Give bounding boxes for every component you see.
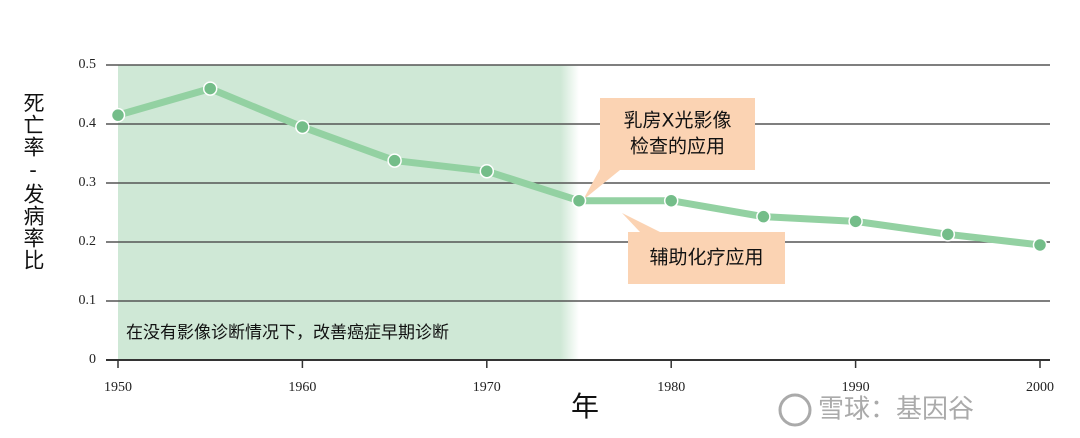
y-tick-label: 0.1 — [79, 293, 97, 308]
y-tick-label: 0.2 — [79, 234, 97, 249]
callout-box — [628, 232, 785, 284]
x-tick-label: 1990 — [842, 380, 870, 395]
callout-text: 辅助化疗应用 — [649, 247, 763, 269]
data-point — [479, 163, 495, 179]
data-point — [387, 153, 402, 168]
x-tick-label: 1950 — [104, 380, 132, 395]
x-tick-label: 2000 — [1026, 380, 1054, 395]
y-tick-label: 0 — [89, 352, 96, 367]
y-axis-title: 死亡率-发病率比 — [21, 92, 45, 271]
data-point — [848, 214, 863, 229]
data-point — [663, 193, 679, 208]
data-point — [940, 227, 956, 242]
region-label: 在没有影像诊断情况下，改善癌症早期诊断 — [126, 323, 449, 343]
x-tick-label: 1980 — [657, 380, 685, 395]
data-point — [295, 119, 310, 135]
shaded-region — [118, 65, 579, 360]
data-point — [756, 209, 771, 224]
y-tick-label: 0.3 — [79, 175, 97, 190]
data-point — [1032, 237, 1048, 253]
data-point — [202, 81, 218, 96]
data-point — [110, 107, 126, 123]
callout-box — [600, 98, 755, 170]
callout-pointer — [622, 213, 660, 232]
watermark: 雪球：基因谷 — [778, 393, 974, 427]
watermark-text: 雪球：基因谷 — [818, 395, 974, 425]
y-tick-label: 0.5 — [79, 57, 97, 72]
callout-text: 乳房X光影像 — [623, 110, 731, 132]
x-axis-title: 年 — [571, 390, 599, 423]
x-tick-label: 1960 — [288, 380, 316, 395]
data-point — [571, 193, 587, 208]
callout-text: 检查的应用 — [630, 136, 725, 158]
x-tick-label: 1970 — [473, 380, 501, 395]
y-tick-label: 0.4 — [79, 116, 97, 131]
